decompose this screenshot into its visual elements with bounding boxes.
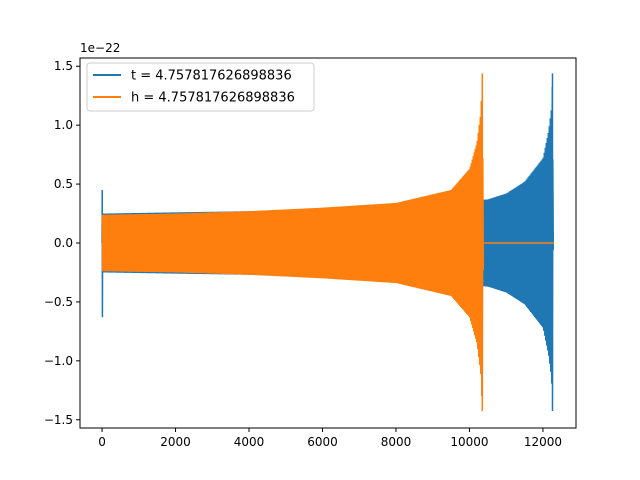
- y-tick-label: 0.0: [54, 236, 73, 250]
- x-tick-label: 4000: [234, 435, 265, 449]
- y-tick-label: −1.5: [44, 413, 73, 427]
- series-h: [101, 73, 554, 411]
- legend-label-h: h = 4.757817626898836: [131, 91, 295, 106]
- legend-label-t: t = 4.757817626898836: [131, 69, 292, 84]
- series-layer: [101, 73, 555, 411]
- x-tick-label: 12000: [524, 435, 562, 449]
- y-tick-label: 1.0: [54, 118, 73, 132]
- x-tick-label: 6000: [307, 435, 338, 449]
- x-axis: 0 2000 4000 6000 8000 10000 12000: [98, 428, 562, 449]
- series-oscillation: [101, 79, 485, 396]
- y-tick-label: 1.5: [54, 59, 73, 73]
- x-tick-label: 2000: [160, 435, 191, 449]
- y-tick-label: −1.0: [44, 354, 73, 368]
- x-tick-label: 10000: [450, 435, 488, 449]
- x-tick-label: 8000: [381, 435, 412, 449]
- y-tick-label: −0.5: [44, 295, 73, 309]
- y-offset-label: 1e−22: [80, 41, 120, 55]
- y-tick-label: 0.5: [54, 177, 73, 191]
- legend: t = 4.757817626898836 h = 4.757817626898…: [86, 62, 315, 112]
- x-tick-label: 0: [98, 435, 106, 449]
- y-axis: 1.5 1.0 0.5 0.0 −0.5 −1.0 −1.5: [44, 59, 80, 427]
- legend-box: [86, 62, 315, 112]
